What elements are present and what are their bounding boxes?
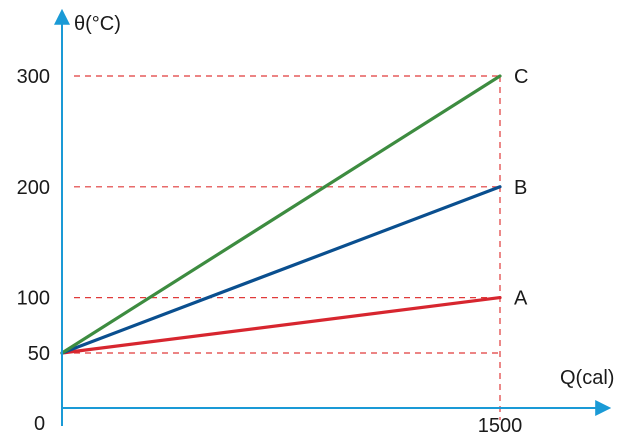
y-tick-label-50: 50	[28, 343, 50, 365]
origin-label: 0	[34, 413, 45, 435]
y-tick-label-200: 200	[17, 177, 50, 199]
series-label-C: C	[514, 66, 528, 88]
series-labels: A B C	[514, 66, 528, 310]
series-line-A	[60, 296, 502, 355]
y-tick-label-100: 100	[17, 288, 50, 310]
series-line-B	[60, 185, 502, 355]
y-axis-label: θ(°C)	[74, 13, 121, 35]
guide-lines	[74, 75, 501, 420]
x-axis-label: Q(cal)	[560, 367, 614, 389]
series-line-C	[60, 74, 502, 355]
y-tick-labels: 50 100 200 300	[17, 66, 50, 365]
x-tick-labels: 1500	[478, 415, 523, 437]
series-lines	[60, 74, 502, 355]
y-tick-label-300: 300	[17, 66, 50, 88]
x-tick-label-1500: 1500	[478, 415, 523, 437]
series-label-A: A	[514, 288, 528, 310]
series-label-B: B	[514, 177, 527, 199]
